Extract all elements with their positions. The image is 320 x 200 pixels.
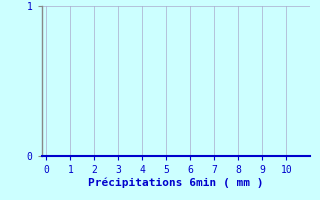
X-axis label: Précipitations 6min ( mm ): Précipitations 6min ( mm ) — [88, 178, 264, 188]
